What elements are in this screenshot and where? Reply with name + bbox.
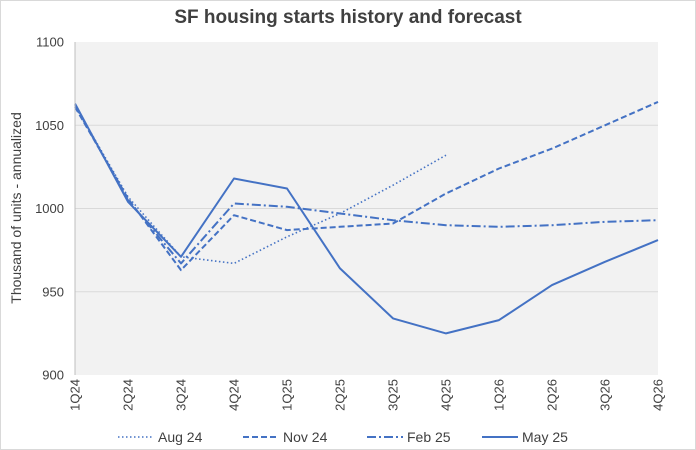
y-tick-label: 1000 (35, 201, 64, 216)
x-tick-label: 2Q26 (545, 379, 560, 411)
x-tick-label: 4Q25 (439, 379, 454, 411)
y-tick-label: 950 (42, 284, 64, 299)
series-line-nov-24 (74, 100, 659, 272)
x-tick-label: 3Q25 (386, 379, 401, 411)
x-tick-label: 2Q24 (121, 379, 136, 411)
y-tick-label: 1100 (36, 35, 64, 50)
x-tick-label: 4Q26 (651, 379, 666, 411)
x-tick-label: 2Q25 (333, 379, 348, 411)
series-line-aug-24 (74, 104, 447, 265)
chart-title: SF housing starts history and forecast (174, 7, 522, 28)
series-line-may-25 (74, 103, 659, 335)
legend-label: Feb 25 (407, 429, 451, 445)
x-tick-label: 3Q24 (174, 379, 189, 411)
x-tick-label: 1Q26 (492, 379, 507, 411)
x-tick-label: 1Q24 (68, 379, 83, 411)
x-tick-label: 3Q26 (598, 379, 613, 411)
legend-label: Aug 24 (158, 429, 203, 445)
legend-label: Nov 24 (283, 429, 328, 445)
y-tick-label: 900 (42, 368, 64, 383)
x-tick-label: 1Q25 (280, 379, 295, 411)
series-line-feb-25 (74, 104, 659, 265)
legend-label: May 25 (522, 429, 568, 445)
y-tick-label: 1050 (35, 118, 64, 133)
x-tick-label: 4Q24 (227, 379, 242, 411)
